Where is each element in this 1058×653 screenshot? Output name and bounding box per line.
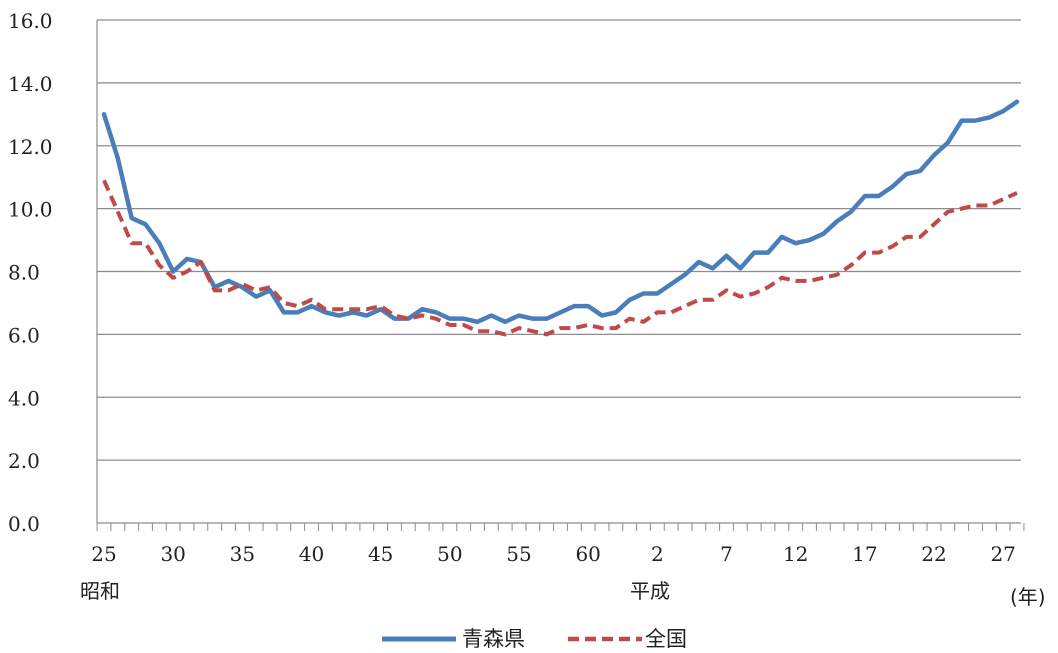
grid-lines [97, 19, 1021, 461]
x-tick-label: 35 [230, 542, 255, 566]
era-label-heisei: 平成 [630, 579, 670, 603]
era-label-showa: 昭和 [80, 579, 120, 603]
y-tick-label: 2.0 [8, 449, 40, 473]
series-line-aomori [101, 99, 1020, 325]
x-tick-label: 12 [783, 542, 808, 566]
x-tick-label: 7 [720, 542, 733, 566]
x-axis: 25 30 35 40 45 50 55 60 2 7 12 17 22 27 [91, 522, 1025, 566]
y-tick-label: 0.0 [8, 512, 40, 536]
legend: 青森県 全国 [382, 627, 687, 651]
y-tick-label: 14.0 [8, 72, 53, 96]
y-tick-label: 6.0 [8, 323, 40, 347]
x-tick-label: 55 [506, 542, 531, 566]
x-tick-label: 2 [651, 542, 664, 566]
x-tick-label: 30 [160, 542, 185, 566]
x-tick-label: 17 [852, 542, 877, 566]
legend-label-aomori: 青森県 [462, 627, 525, 651]
x-unit-label: (年) [1010, 585, 1046, 609]
x-tick-label: 40 [299, 542, 324, 566]
y-axis: 0.0 2.0 4.0 6.0 8.0 10.0 12.0 14.0 16.0 [8, 9, 98, 536]
series-lines [101, 99, 1020, 337]
x-tick-label: 25 [91, 542, 116, 566]
series-line-national [102, 179, 1018, 337]
y-tick-label: 4.0 [8, 386, 40, 410]
x-tick-label: 50 [437, 542, 462, 566]
y-tick-label: 16.0 [8, 9, 53, 33]
y-tick-label: 12.0 [8, 135, 53, 159]
x-tick-label: 60 [575, 542, 600, 566]
x-tick-label: 27 [990, 542, 1015, 566]
y-tick-label: 10.0 [8, 198, 53, 222]
y-tick-label: 8.0 [8, 261, 40, 285]
legend-label-national: 全国 [645, 627, 687, 651]
x-tick-label: 22 [921, 542, 946, 566]
x-tick-label: 45 [368, 542, 393, 566]
